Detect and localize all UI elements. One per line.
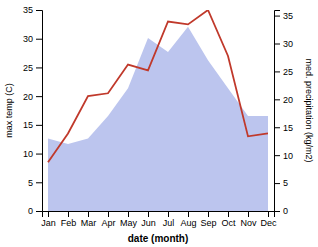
tick-label: Dec [260, 218, 277, 228]
tick-label: 30 [23, 34, 33, 44]
tick-label: 30 [283, 39, 293, 49]
tick-label: 0 [283, 206, 288, 216]
tick-mark [274, 155, 280, 156]
tick-label: Feb [61, 218, 77, 228]
tick-mark [274, 71, 280, 72]
tick-label: Mar [81, 218, 97, 228]
tick-mark [36, 125, 42, 126]
tick-mark [48, 211, 49, 217]
x-axis: Jan Feb Mar Apr MayJun Jul Aug Sep Oct NovDec [41, 211, 277, 228]
tick-label: Jan [41, 218, 56, 228]
tick-label: 10 [283, 151, 293, 161]
tick: 20 [274, 95, 293, 105]
plot-area [48, 10, 268, 211]
tick: Sep [200, 211, 216, 228]
tick-mark [274, 44, 280, 45]
tick-label: 15 [23, 120, 33, 130]
tick: 10 [23, 149, 42, 159]
tick-mark [36, 182, 42, 183]
tick-mark [148, 211, 149, 217]
tick-mark [36, 39, 42, 40]
tick-mark [36, 96, 42, 97]
tick: Jul [163, 211, 175, 228]
tick-mark [208, 211, 209, 217]
tick: 30 [23, 34, 42, 44]
tick: 0 [274, 206, 288, 216]
axis-domain [36, 11, 43, 212]
tick: Mar [81, 211, 97, 228]
tick-mark [274, 99, 280, 100]
tick-label: 0 [28, 206, 33, 216]
tick-mark [68, 211, 69, 217]
line [48, 10, 268, 162]
tick: 25 [274, 67, 293, 77]
chart: Jan Feb Mar Apr MayJun Jul Aug Sep Oct NovDec 0 5 10… [0, 0, 318, 247]
tick-mark [36, 10, 42, 11]
axis-domain [275, 11, 281, 212]
tick-mark [88, 211, 89, 217]
tick: 15 [274, 123, 293, 133]
tick-label: 5 [28, 178, 33, 188]
tick: Dec [260, 211, 277, 228]
tick: 0 [28, 206, 42, 216]
tick-mark [36, 211, 42, 212]
tick-label: 5 [283, 178, 288, 188]
tick: 35 [274, 11, 293, 21]
tick: Aug [180, 211, 196, 228]
tick-mark [228, 211, 229, 217]
tick-mark [108, 211, 109, 217]
tick-label: 10 [23, 149, 33, 159]
x-axis-title: date (month) [128, 233, 189, 244]
tick-label: Jul [163, 218, 175, 228]
tick-label: 20 [23, 92, 33, 102]
tick-mark [188, 211, 189, 217]
tick-mark [168, 211, 169, 217]
tick-label: 25 [23, 63, 33, 73]
tick-mark [128, 211, 129, 217]
tick: 35 [23, 5, 42, 15]
tick-label: Sep [200, 218, 216, 228]
y-axis-title: max temp (C) [4, 83, 14, 138]
tick-mark [274, 183, 280, 184]
tick-mark [36, 154, 42, 155]
plot-root: Jan Feb Mar Apr MayJun Jul Aug Sep Oct NovDec 0 5 10… [4, 5, 314, 244]
tick-label: 35 [283, 11, 293, 21]
axis-domain [43, 212, 275, 218]
tick-label: 35 [23, 5, 33, 15]
tick: 5 [28, 178, 42, 188]
tick: 15 [23, 120, 42, 130]
tick-label: Jun [141, 218, 156, 228]
tick-mark [274, 127, 280, 128]
tick: 30 [274, 39, 293, 49]
tick-mark [36, 67, 42, 68]
tick-label: 15 [283, 123, 293, 133]
tick-label: May [120, 218, 138, 228]
y2-axis: 0 5 10 15 20 25 30 35 [274, 11, 293, 217]
tick: Apr [101, 211, 115, 228]
tick-mark [274, 16, 280, 17]
tick: 25 [23, 63, 42, 73]
tick: Jan [41, 211, 56, 228]
tick: Nov [240, 211, 257, 228]
tick: Feb [61, 211, 77, 228]
tick-label: 20 [283, 95, 293, 105]
tick-mark [268, 211, 269, 217]
tick: May [120, 211, 138, 228]
tick-label: Apr [101, 218, 115, 228]
tick-label: Nov [240, 218, 257, 228]
y-axis: 0 5 10 15 20 25 30 35 [23, 5, 43, 216]
tick: 10 [274, 151, 293, 161]
tick-label: 25 [283, 67, 293, 77]
tick-label: Oct [221, 218, 236, 228]
tick-mark [274, 211, 280, 212]
tick: 20 [23, 92, 42, 102]
tick-mark [248, 211, 249, 217]
tick: 5 [274, 178, 288, 188]
area [48, 27, 268, 211]
y2-axis-title: med. precipitation (kg/m2) [304, 58, 314, 162]
tick: Oct [221, 211, 236, 228]
tick: Jun [141, 211, 156, 228]
tick-label: Aug [180, 218, 196, 228]
